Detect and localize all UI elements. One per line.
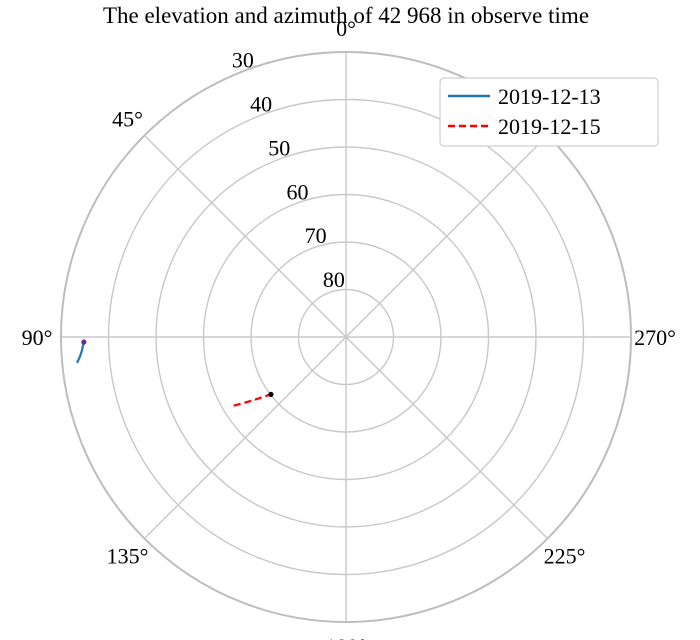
series-layer [76, 339, 274, 407]
azimuth-tick-label: 225° [544, 543, 586, 568]
series-line-1 [76, 341, 85, 364]
series-end-marker-2 [268, 391, 274, 398]
azimuth-tick-label: 90° [22, 325, 53, 350]
azimuth-tick-label: 135° [107, 543, 149, 568]
azimuth-spoke-45 [143, 134, 347, 338]
series-line-2 [233, 393, 272, 407]
elevation-tick-label: 30 [232, 48, 254, 73]
azimuth-tick-label: 270° [634, 325, 676, 350]
elevation-tick-label: 40 [250, 92, 272, 117]
legend-label-1: 2019-12-13 [498, 84, 601, 109]
legend-label-2: 2019-12-15 [498, 114, 601, 139]
chart-title: The elevation and azimuth of 42 968 in o… [103, 3, 589, 28]
elevation-tick-label: 60 [286, 179, 308, 204]
tick-labels: 30 40 50 60 70 80 0° 45° 90° 135° 180° 225° 270° [22, 16, 676, 640]
azimuth-spoke-225 [345, 336, 549, 540]
elevation-tick-label: 80 [323, 267, 345, 292]
azimuth-spoke-135 [143, 336, 347, 540]
legend: 2019-12-13 2019-12-15 [439, 77, 659, 147]
polar-grid [60, 51, 632, 623]
series-end-marker-1 [81, 339, 87, 345]
azimuth-spoke-315 [345, 134, 549, 338]
legend-frame [439, 77, 659, 147]
azimuth-tick-label: 180° [325, 634, 367, 640]
elevation-tick-label: 50 [268, 135, 290, 160]
azimuth-tick-label: 45° [112, 107, 143, 132]
elevation-tick-label: 70 [305, 223, 327, 248]
azimuth-tick-label: 0° [336, 16, 356, 41]
